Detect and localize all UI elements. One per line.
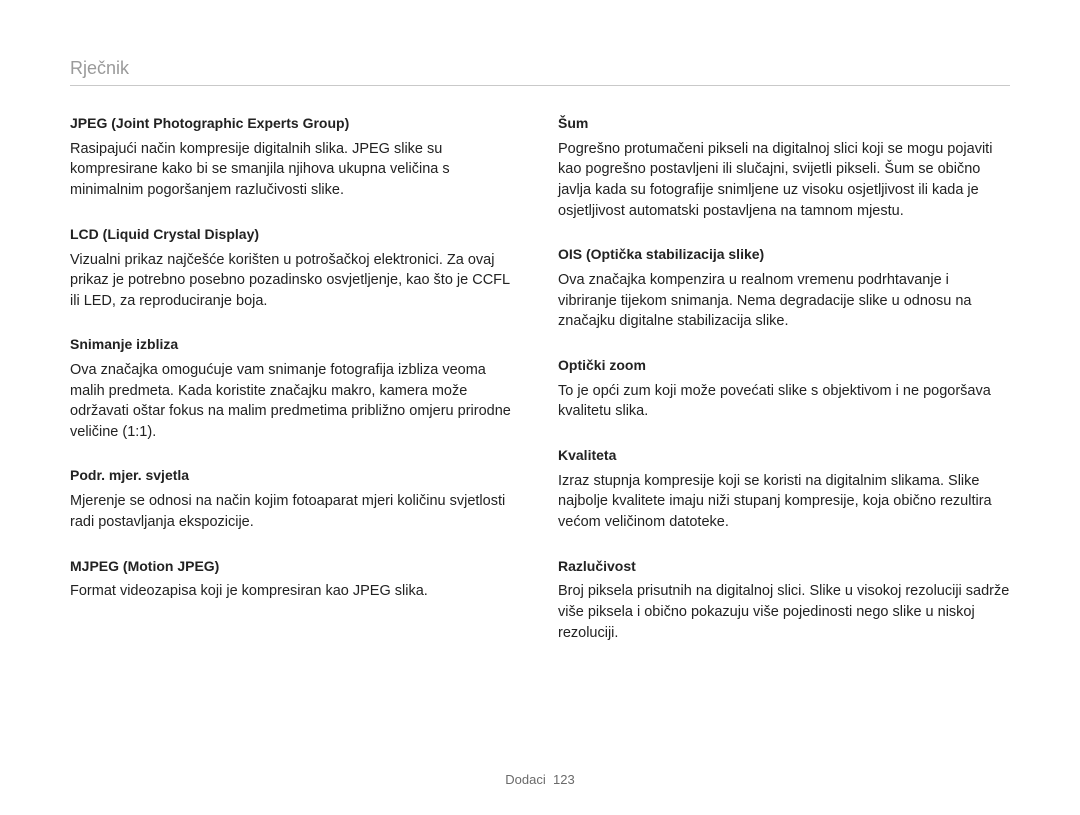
glossary-definition: Izraz stupnja kompresije koji se koristi… (558, 471, 1010, 533)
glossary-definition: Vizualni prikaz najčešće korišten u potr… (70, 250, 522, 312)
glossary-term: Razlučivost (558, 557, 1010, 576)
glossary-definition: Format videozapisa koji je kompresiran k… (70, 581, 522, 602)
glossary-entry: Šum Pogrešno protumačeni pikseli na digi… (558, 114, 1010, 221)
glossary-entry: OIS (Optička stabilizacija slike) Ova zn… (558, 245, 1010, 332)
page-footer: Dodaci 123 (0, 772, 1080, 787)
glossary-entry: JPEG (Joint Photographic Experts Group) … (70, 114, 522, 201)
content-columns: JPEG (Joint Photographic Experts Group) … (70, 114, 1010, 667)
glossary-term: Podr. mjer. svjetla (70, 466, 522, 485)
header-rule (70, 85, 1010, 86)
glossary-term: Kvaliteta (558, 446, 1010, 465)
glossary-definition: Mjerenje se odnosi na način kojim fotoap… (70, 491, 522, 532)
glossary-term: JPEG (Joint Photographic Experts Group) (70, 114, 522, 133)
footer-page-number: 123 (553, 772, 575, 787)
glossary-entry: Kvaliteta Izraz stupnja kompresije koji … (558, 446, 1010, 533)
glossary-term: Snimanje izbliza (70, 335, 522, 354)
glossary-term: OIS (Optička stabilizacija slike) (558, 245, 1010, 264)
document-page: Rječnik JPEG (Joint Photographic Experts… (0, 0, 1080, 815)
glossary-entry: Optički zoom To je opći zum koji može po… (558, 356, 1010, 422)
left-column: JPEG (Joint Photographic Experts Group) … (70, 114, 522, 667)
glossary-term: LCD (Liquid Crystal Display) (70, 225, 522, 244)
glossary-entry: MJPEG (Motion JPEG) Format videozapisa k… (70, 557, 522, 602)
page-header: Rječnik (70, 58, 1010, 79)
glossary-term: Šum (558, 114, 1010, 133)
glossary-definition: To je opći zum koji može povećati slike … (558, 381, 1010, 422)
glossary-definition: Pogrešno protumačeni pikseli na digitaln… (558, 139, 1010, 221)
glossary-entry: Snimanje izbliza Ova značajka omogućuje … (70, 335, 522, 442)
glossary-definition: Ova značajka kompenzira u realnom vremen… (558, 270, 1010, 332)
glossary-term: Optički zoom (558, 356, 1010, 375)
glossary-entry: Podr. mjer. svjetla Mjerenje se odnosi n… (70, 466, 522, 532)
glossary-definition: Rasipajući način kompresije digitalnih s… (70, 139, 522, 201)
glossary-definition: Ova značajka omogućuje vam snimanje foto… (70, 360, 522, 442)
right-column: Šum Pogrešno protumačeni pikseli na digi… (558, 114, 1010, 667)
glossary-term: MJPEG (Motion JPEG) (70, 557, 522, 576)
glossary-definition: Broj piksela prisutnih na digitalnoj sli… (558, 581, 1010, 643)
glossary-entry: Razlučivost Broj piksela prisutnih na di… (558, 557, 1010, 644)
footer-section: Dodaci (505, 772, 545, 787)
glossary-entry: LCD (Liquid Crystal Display) Vizualni pr… (70, 225, 522, 312)
